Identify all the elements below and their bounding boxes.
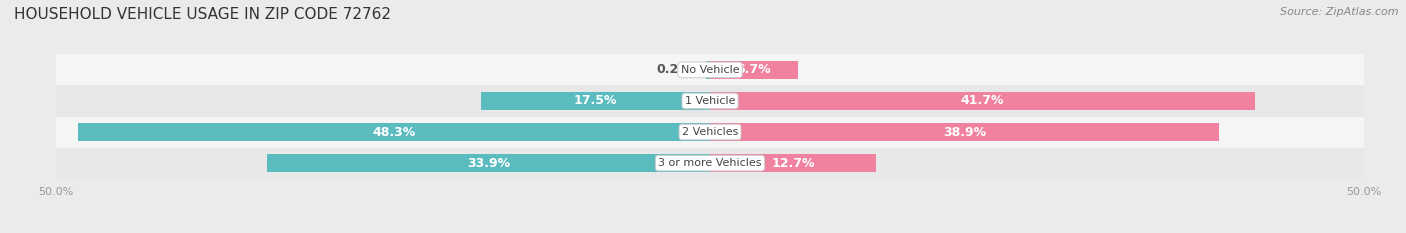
Bar [710,61,797,79]
Text: 17.5%: 17.5% [574,94,617,107]
Bar [710,123,1219,141]
Text: HOUSEHOLD VEHICLE USAGE IN ZIP CODE 72762: HOUSEHOLD VEHICLE USAGE IN ZIP CODE 7276… [14,7,391,22]
Text: 12.7%: 12.7% [772,157,815,170]
Text: 0.28%: 0.28% [657,63,700,76]
Bar [710,92,1256,110]
Text: 48.3%: 48.3% [373,126,416,139]
Text: Source: ZipAtlas.com: Source: ZipAtlas.com [1281,7,1399,17]
Bar [56,147,1364,179]
Text: No Vehicle: No Vehicle [681,65,740,75]
Bar [481,92,710,110]
Text: 6.7%: 6.7% [737,63,770,76]
Bar [56,116,1364,147]
Bar [56,54,1364,86]
Bar [56,86,1364,116]
Bar [706,61,710,79]
Text: 2 Vehicles: 2 Vehicles [682,127,738,137]
Text: 33.9%: 33.9% [467,157,510,170]
Bar [267,154,710,172]
Text: 3 or more Vehicles: 3 or more Vehicles [658,158,762,168]
Text: 38.9%: 38.9% [943,126,986,139]
Text: 1 Vehicle: 1 Vehicle [685,96,735,106]
Bar [79,123,710,141]
Text: 41.7%: 41.7% [960,94,1004,107]
Bar [710,154,876,172]
